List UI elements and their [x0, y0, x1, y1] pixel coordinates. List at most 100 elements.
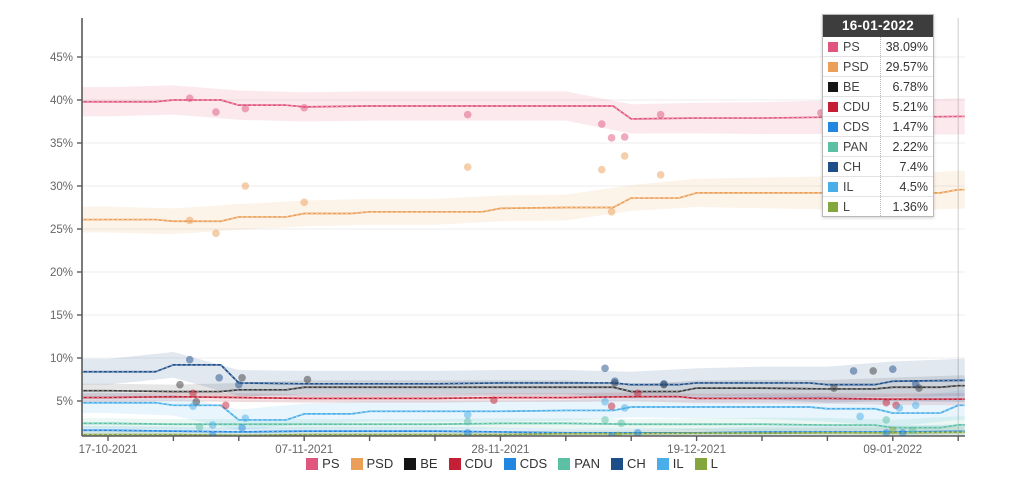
tooltip-row-pan: PAN 2.22% [823, 136, 933, 156]
ps-color-swatch [828, 41, 838, 52]
y-axis-tick-label: 15% [50, 310, 73, 322]
legend-item-ps[interactable]: PS [306, 456, 340, 471]
poll-dot-cdu [189, 389, 197, 398]
tooltip-party-value: 6.78% [880, 77, 933, 96]
poll-dot-ps [212, 108, 220, 116]
legend-item-cdu[interactable]: CDU [448, 456, 493, 471]
poll-dot-psd [212, 229, 220, 238]
ch-legend-swatch [610, 457, 623, 470]
legend-item-be[interactable]: BE [404, 456, 438, 471]
confidence-band-cdu [82, 392, 965, 406]
poll-dot-ps [620, 133, 629, 141]
poll-dot-il [856, 412, 864, 421]
poll-dot-ch [849, 367, 858, 375]
legend-label: PAN [574, 456, 600, 471]
poll-dot-psd [185, 216, 194, 225]
poll-dot-ch [215, 373, 223, 382]
be-color-swatch [828, 81, 838, 92]
legend-item-psd[interactable]: PSD [350, 456, 393, 471]
poll-dot-psd [241, 182, 250, 190]
tooltip-party-label: PS [843, 39, 860, 54]
poll-dot-ps [300, 103, 309, 112]
poll-dot-pan [908, 426, 917, 435]
poll-dot-cds [898, 429, 907, 436]
poll-dot-psd [300, 198, 309, 207]
poll-dot-ps [656, 110, 665, 119]
tooltip-party-value: 38.09% [880, 37, 933, 56]
poll-dot-cds [607, 432, 616, 436]
y-axis-tick-label: 30% [50, 181, 73, 193]
legend-item-cds[interactable]: CDS [503, 456, 547, 471]
legend-item-il[interactable]: IL [656, 456, 684, 471]
legend-label: IL [672, 456, 684, 471]
tooltip-row-il: IL 4.5% [823, 176, 933, 196]
chart-legend: PS PSD BE CDU CDS PAN CH IL L [0, 456, 1024, 471]
trend-line-dash-overlay-cdu [82, 396, 965, 400]
x-axis-tick-label: 09-01-2022 [863, 444, 922, 456]
plot-area [82, 85, 965, 436]
poll-dot-il [911, 401, 920, 410]
legend-item-pan[interactable]: PAN [558, 456, 600, 471]
poll-dot-psd [656, 171, 665, 179]
legend-label: L [710, 456, 718, 471]
trend-line-dash-overlay-pan [82, 422, 965, 429]
poll-dot-cdu [882, 398, 891, 407]
legend-item-l[interactable]: L [694, 456, 718, 471]
confidence-band-pan [82, 416, 965, 436]
legend-item-ch[interactable]: CH [610, 456, 646, 471]
poll-dot-psd [607, 208, 616, 216]
legend-label: CH [626, 456, 646, 471]
tooltip: 16-01-2022 PS 38.09% PSD 29.57% BE 6.78% CDU 5.… [822, 14, 934, 217]
tooltip-party-label: PAN [843, 139, 868, 154]
y-axis-tick-label: 40% [50, 95, 73, 107]
tooltip-row-ch: CH 7.4% [823, 156, 933, 176]
tooltip-party-label: CDS [843, 119, 870, 134]
tooltip-party-value: 1.47% [880, 117, 933, 136]
il-color-swatch [828, 181, 838, 192]
tooltip-party-value: 4.5% [880, 177, 933, 196]
poll-dot-be [238, 373, 246, 382]
trend-line-dash-overlay-il [82, 402, 965, 421]
poll-dot-ps [597, 120, 606, 128]
y-axis-tick-label: 45% [50, 52, 73, 64]
x-axis-tick-label: 19-12-2021 [667, 444, 726, 456]
ch-color-swatch [828, 161, 838, 172]
x-axis-tick-label: 17-10-2021 [79, 444, 138, 456]
confidence-band-ps [82, 85, 965, 135]
poll-dot-ch [235, 380, 243, 389]
poll-dot-cds [633, 429, 642, 436]
poll-dot-il [601, 398, 609, 406]
poll-dot-cds [238, 423, 246, 432]
poll-dot-psd [597, 165, 606, 174]
y-axis-tick-label: 35% [50, 138, 73, 150]
trend-line-be [82, 384, 965, 393]
poll-dot-pan [195, 423, 204, 431]
poll-dot-ps [241, 104, 250, 113]
poll-dot-cdu [221, 401, 230, 410]
poll-dot-pan [617, 419, 626, 428]
cds-color-swatch [828, 121, 838, 132]
x-axis-tick-label: 28-11-2021 [471, 444, 529, 456]
poll-dot-cdu [490, 396, 498, 404]
poll-dot-l [889, 426, 897, 435]
x-axis-tick-label: 07-11-2021 [275, 444, 333, 456]
poll-dot-psd [463, 163, 472, 171]
poll-dot-ch [660, 380, 668, 388]
confidence-band-psd [82, 170, 965, 235]
legend-label: CDU [464, 456, 493, 471]
poll-dot-ps [607, 134, 616, 142]
poll-dot-pan [463, 417, 472, 426]
poll-dot-il [189, 402, 197, 410]
poll-dot-il [895, 404, 904, 412]
poll-dot-ch [601, 364, 609, 373]
poll-dot-cds [208, 431, 217, 436]
cds-legend-swatch [503, 457, 516, 470]
trend-line-dash-overlay-ps [82, 99, 965, 120]
y-axis-tick-label: 10% [50, 353, 73, 365]
poll-dot-l [614, 431, 622, 436]
legend-label: BE [420, 456, 438, 471]
tooltip-row-ps: PS 38.09% [823, 37, 933, 56]
poll-dot-be [830, 384, 838, 392]
tooltip-party-label: BE [843, 79, 860, 94]
